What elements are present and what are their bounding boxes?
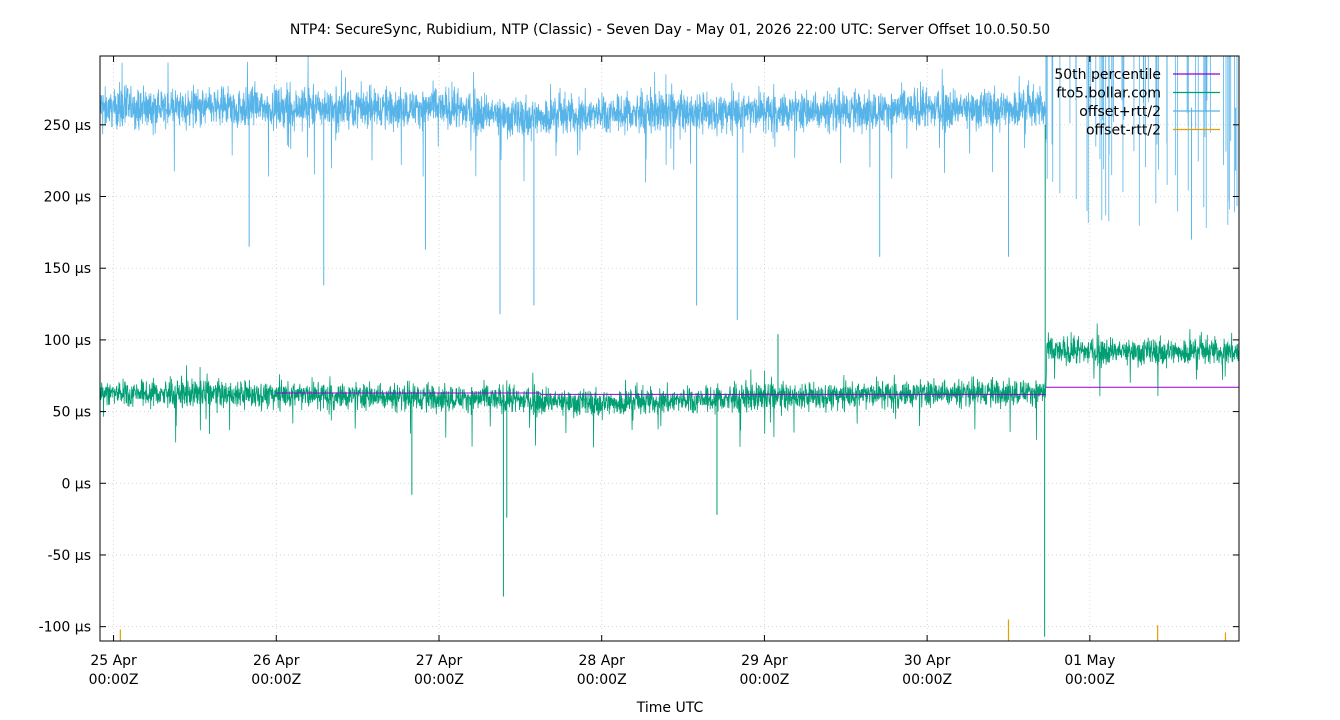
plot-border [99,55,1240,642]
legend-label: offset+rtt/2 [1079,104,1161,120]
x-tick-label-date: 30 Apr [904,653,951,669]
axes: -100 µs -50 µs 0 µs 50 µs 100 µs 150 µs 200 µs… [39,55,1240,688]
x-tick-label-time: 00:00Z [902,672,952,688]
x-axis-label: Time UTC [636,700,704,716]
x-tick-label-time: 00:00Z [89,672,139,688]
chart-title: NTP4: SecureSync, Rubidium, NTP (Classic… [290,22,1050,38]
series-line-fto5 [100,323,1239,448]
y-tick-label: 50 µs [53,405,91,421]
x-tick-label-time: 00:00Z [739,672,789,688]
legend-label: offset-rtt/2 [1086,123,1161,139]
x-tick-label-time: 00:00Z [1065,672,1115,688]
y-tick-label: -50 µs [47,548,91,564]
x-tick-label-date: 28 Apr [578,653,625,669]
series-line-offset-plus-rtt [100,56,1047,183]
y-tick-label: 100 µs [44,333,91,349]
series-median [276,386,1239,395]
x-tick-label-date: 26 Apr [253,653,300,669]
legend-label: 50th percentile [1054,67,1161,83]
x-tick-label-date: 27 Apr [416,653,463,669]
x-tick-label-date: 01 May [1064,653,1115,669]
y-tick-label: 0 µs [61,476,91,492]
series-offset-minus-rtt [119,619,1227,641]
y-tick-label: -100 µs [39,620,91,636]
x-tick-label-time: 00:00Z [577,672,627,688]
y-tick-label: 150 µs [44,261,91,277]
y-tick-label: 200 µs [44,190,91,206]
series-fto5 [100,124,1239,637]
x-tick-label-date: 25 Apr [90,653,137,669]
y-tick-label: 250 µs [44,118,91,134]
grid-lines [100,56,1239,641]
legend-label: fto5.bollar.com [1056,86,1161,102]
x-tick-label-date: 29 Apr [741,653,788,669]
plot-area [100,56,1239,641]
x-tick-label-time: 00:00Z [414,672,464,688]
legend: 50th percentile fto5.bollar.com offset+rtt… [1054,67,1220,139]
x-tick-label-time: 00:00Z [251,672,301,688]
